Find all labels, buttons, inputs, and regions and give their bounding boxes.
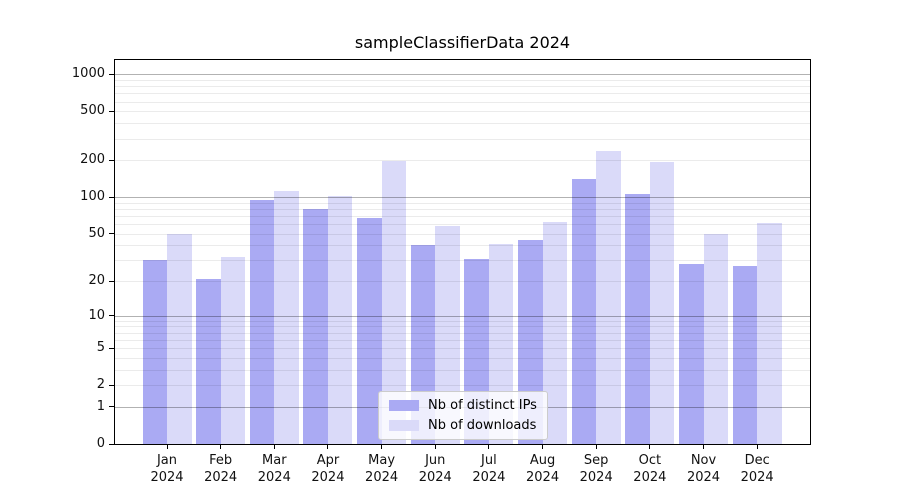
y-tick-label-500: 500: [80, 103, 105, 119]
y-tick-1: [109, 406, 114, 408]
y-tick-5: [109, 347, 114, 349]
bar-downloads-dec: [757, 223, 782, 444]
x-tick-dec: [756, 445, 758, 449]
x-tick-label-sep: Sep 2024: [579, 453, 613, 485]
x-tick-label-jan: Jan 2024: [150, 453, 184, 485]
legend-item-distinct-ips: Nb of distinct IPs: [389, 397, 537, 414]
x-tick-label-jul: Jul 2024: [472, 453, 506, 485]
bar-downloads-sep: [596, 150, 621, 444]
chart-title: sampleClassifierData 2024: [354, 33, 571, 52]
bar-distinct-ips-nov: [679, 263, 704, 444]
y-tick-0: [109, 443, 114, 445]
bar-downloads-jan: [167, 233, 192, 444]
y-tick-label-1000: 1000: [71, 66, 105, 82]
x-tick-label-aug: Aug 2024: [526, 453, 560, 485]
bar-distinct-ips-apr: [303, 208, 328, 444]
x-tick-nov: [703, 445, 704, 449]
y-tick-200: [109, 159, 114, 161]
bar-downloads-mar: [274, 191, 299, 444]
x-tick-label-mar: Mar 2024: [257, 453, 291, 485]
bar-distinct-ips-dec: [732, 265, 758, 444]
legend: Nb of distinct IPs Nb of downloads: [378, 391, 548, 440]
x-tick-jul: [488, 445, 490, 449]
x-tick-label-may: May 2024: [365, 453, 399, 485]
bar-distinct-ips-sep: [571, 179, 597, 444]
y-tick-20: [109, 280, 114, 282]
y-tick-2: [109, 384, 114, 386]
legend-swatch-distinct-ips: [389, 400, 419, 411]
legend-label-distinct-ips: Nb of distinct IPs: [428, 398, 537, 413]
bars-layer: [115, 60, 810, 444]
x-tick-label-oct: Oct 2024: [633, 453, 667, 485]
legend-item-downloads: Nb of downloads: [389, 417, 537, 434]
y-tick-label-0: 0: [96, 436, 105, 451]
x-tick-sep: [595, 445, 597, 449]
y-tick-50: [109, 233, 114, 235]
y-tick-label-1: 1: [96, 398, 105, 414]
legend-swatch-downloads: [389, 420, 419, 431]
y-tick-500: [109, 110, 114, 112]
x-tick-label-apr: Apr 2024: [311, 453, 345, 485]
legend-label-downloads: Nb of downloads: [428, 418, 537, 433]
bar-distinct-ips-mar: [249, 199, 275, 444]
bar-downloads-nov: [703, 233, 728, 444]
y-tick-label-5: 5: [96, 340, 105, 356]
x-tick-mar: [273, 445, 275, 449]
x-tick-label-nov: Nov 2024: [686, 453, 721, 485]
y-tick-label-10: 10: [88, 307, 105, 323]
y-tick-10: [109, 315, 114, 317]
plot-area: Nb of distinct IPs Nb of downloads 0 1 2 5 1…: [72, 59, 811, 485]
x-tick-oct: [649, 445, 651, 449]
bar-distinct-ips-jan: [142, 260, 167, 444]
x-tick-aug: [542, 445, 544, 449]
x-tick-jun: [434, 445, 436, 449]
x-tick-may: [381, 445, 383, 449]
x-tick-label-dec: Dec 2024: [740, 453, 774, 485]
bar-distinct-ips-feb: [196, 278, 221, 444]
bar-distinct-ips-oct: [625, 193, 650, 444]
y-tick-label-50: 50: [88, 225, 105, 241]
x-tick-feb: [220, 445, 222, 449]
x-tick-label-feb: Feb 2024: [204, 453, 238, 485]
x-tick-jan: [166, 445, 168, 449]
bar-downloads-apr: [327, 196, 353, 444]
y-tick-label-2: 2: [96, 377, 105, 393]
bar-downloads-feb: [220, 256, 246, 444]
bar-downloads-oct: [649, 161, 675, 444]
y-tick-100: [109, 196, 114, 198]
y-tick-1000: [109, 73, 114, 75]
y-tick-label-100: 100: [80, 189, 105, 205]
bar-distinct-ips-may: [357, 217, 382, 444]
y-tick-label-200: 200: [80, 152, 105, 168]
y-tick-label-20: 20: [88, 273, 105, 289]
x-tick-label-jun: Jun 2024: [418, 453, 452, 485]
x-tick-apr: [327, 445, 329, 449]
